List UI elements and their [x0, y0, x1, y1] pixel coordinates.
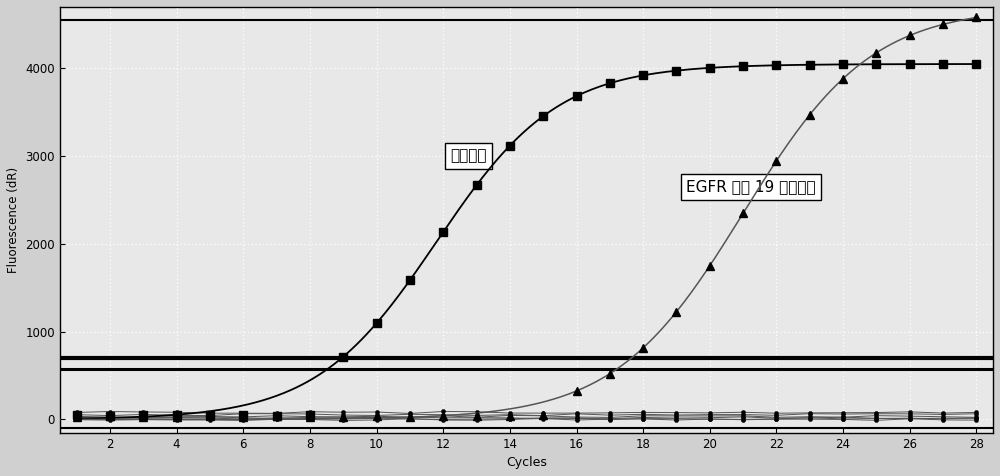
Text: EGFR 基因 19 缺失突变: EGFR 基因 19 缺失突变	[686, 179, 816, 194]
Y-axis label: Fluorescence (dR): Fluorescence (dR)	[7, 167, 20, 273]
Text: 内控曲线: 内控曲线	[450, 149, 486, 164]
X-axis label: Cycles: Cycles	[506, 456, 547, 469]
